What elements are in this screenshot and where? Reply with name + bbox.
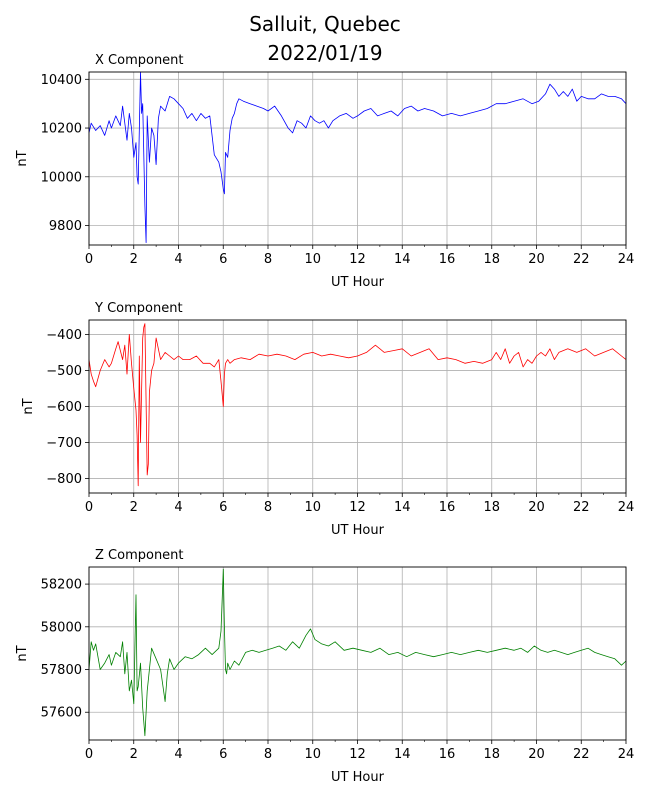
chart2-title: Y Component (94, 301, 183, 316)
chart3-x-tick-label: 4 (174, 747, 182, 762)
chart3-y-tick-label: 57800 (41, 663, 82, 678)
chart2-x-tick-label: 22 (573, 500, 590, 515)
chart1-x-tick-label: 22 (573, 252, 590, 267)
figure-title-line1: Salluit, Quebec (249, 12, 401, 36)
chart2-xlabel: UT Hour (331, 523, 385, 538)
chart1-x-tick-label: 6 (219, 252, 227, 267)
chart2-y-tick-label: −600 (46, 400, 82, 415)
chart3-x-tick-label: 2 (130, 747, 138, 762)
chart3-x-tick-label: 24 (618, 747, 635, 762)
chart1-x-tick-label: 24 (618, 252, 635, 267)
chart1-x-tick-label: 10 (304, 252, 321, 267)
chart3-x-tick-label: 10 (304, 747, 321, 762)
chart1-y-tick-label: 10400 (41, 73, 82, 88)
chart2-x-tick-label: 20 (528, 500, 545, 515)
chart2-x-tick-label: 12 (349, 500, 366, 515)
chart1-x-tick-label: 18 (483, 252, 500, 267)
chart1-ylabel: nT (15, 150, 30, 166)
chart1-x-tick-label: 4 (174, 252, 182, 267)
chart1-series-line (88, 71, 627, 244)
chart1-x-tick-label: 0 (85, 252, 93, 267)
chart2-y-tick-label: −800 (46, 472, 82, 487)
chart1-y-tick-label: 9800 (49, 219, 82, 234)
chart1-x-tick-label: 12 (349, 252, 366, 267)
chart1-x-tick-label: 16 (439, 252, 456, 267)
chart1-x-tick-label: 20 (528, 252, 545, 267)
chart3-title: Z Component (95, 548, 184, 563)
chart3-y-tick-label: 58200 (41, 578, 82, 593)
chart1-x-tick-label: 8 (264, 252, 272, 267)
chart3-x-tick-label: 14 (394, 747, 411, 762)
chart3-x-tick-label: 6 (219, 747, 227, 762)
chart2-x-tick-label: 0 (85, 500, 93, 515)
chart3-x-tick-label: 12 (349, 747, 366, 762)
chart3-x-tick-label: 20 (528, 747, 545, 762)
chart2-x-tick-label: 2 (130, 500, 138, 515)
chart3-x-tick-label: 16 (439, 747, 456, 762)
chart3-y-tick-label: 57600 (41, 706, 82, 721)
chart1-title: X Component (95, 53, 184, 68)
chart2-x-tick-label: 10 (304, 500, 321, 515)
chart2-x-tick-label: 8 (264, 500, 272, 515)
chart2-y-tick-label: −400 (46, 328, 82, 343)
chart2-x-tick-label: 14 (394, 500, 411, 515)
chart3-x-tick-label: 22 (573, 747, 590, 762)
chart2-x-tick-label: 24 (618, 500, 635, 515)
chart3-x-tick-label: 0 (85, 747, 93, 762)
chart1-y-tick-label: 10200 (41, 122, 82, 137)
chart2-y-tick-label: −700 (46, 436, 82, 451)
chart2-x-tick-label: 6 (219, 500, 227, 515)
chart3-ylabel: nT (15, 645, 30, 661)
chart3-series-line (88, 568, 627, 737)
chart2-x-tick-label: 18 (483, 500, 500, 515)
chart2-x-tick-label: 16 (439, 500, 456, 515)
chart2-x-tick-label: 4 (174, 500, 182, 515)
figure-title-line2: 2022/01/19 (267, 41, 383, 65)
chart2-y-tick-label: −500 (46, 364, 82, 379)
chart3-x-tick-label: 18 (483, 747, 500, 762)
chart3-x-tick-label: 8 (264, 747, 272, 762)
chart3-xlabel: UT Hour (331, 770, 385, 785)
chart1-x-tick-label: 2 (130, 252, 138, 267)
chart1-xlabel: UT Hour (331, 275, 385, 290)
chart2-ylabel: nT (21, 398, 36, 414)
chart3-y-tick-label: 58000 (41, 620, 82, 635)
chart2-series-line (88, 323, 627, 487)
chart1-x-tick-label: 14 (394, 252, 411, 267)
chart1-y-tick-label: 10000 (41, 170, 82, 185)
